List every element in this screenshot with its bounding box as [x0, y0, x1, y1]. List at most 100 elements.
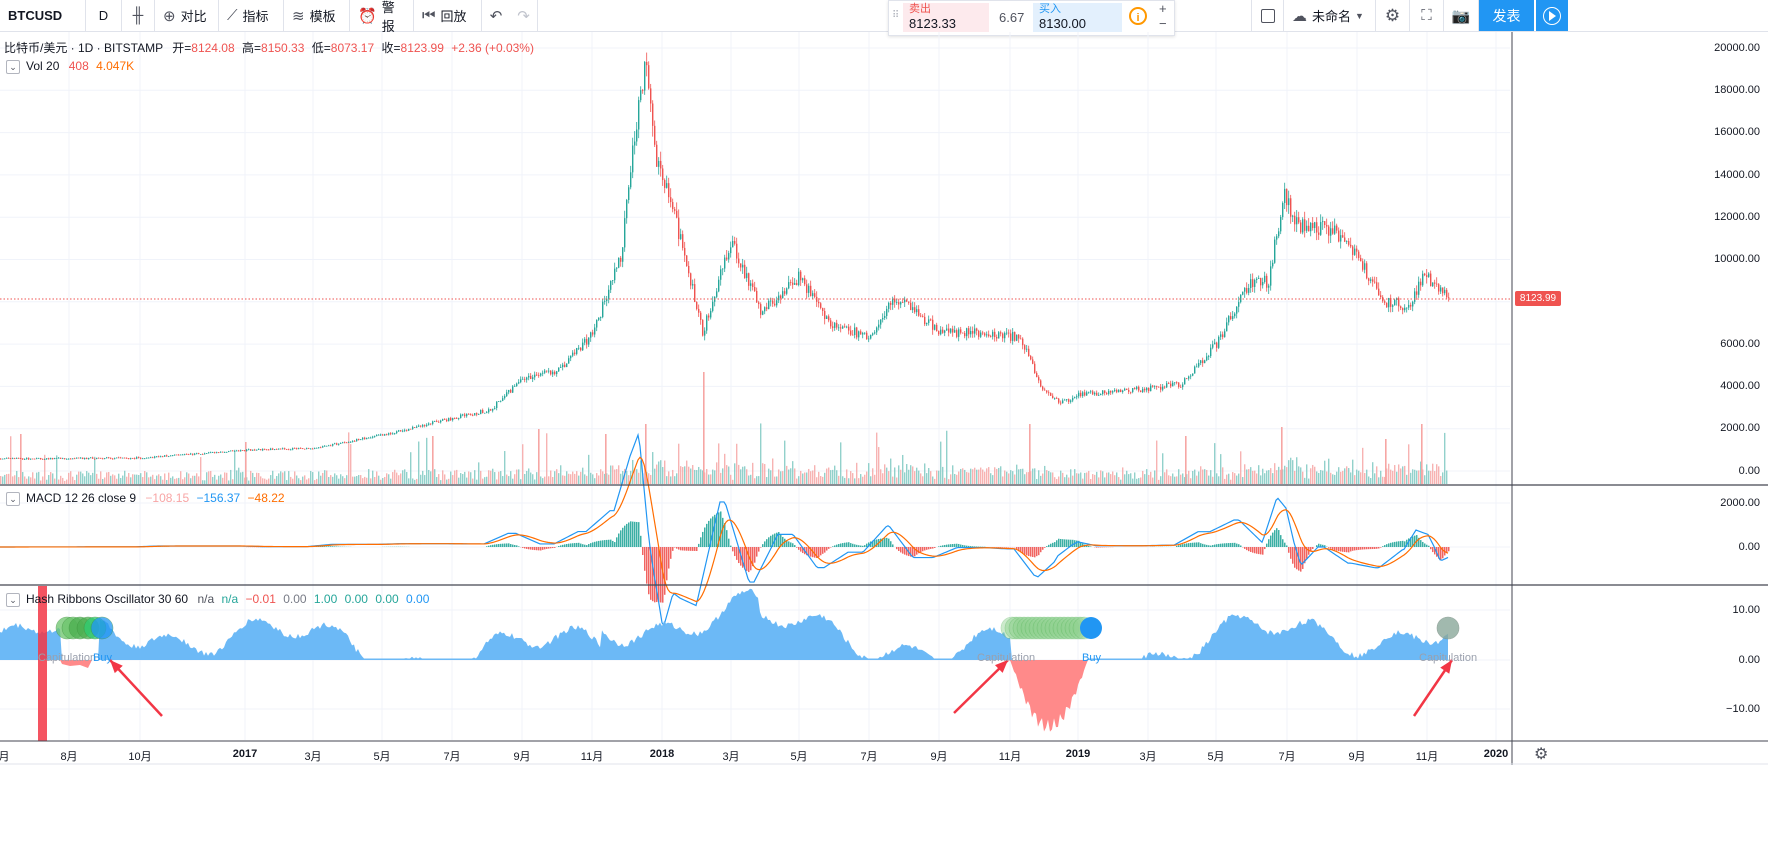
info-icon[interactable]: i: [1129, 7, 1147, 25]
macd-histogram-bar: [538, 547, 540, 551]
volume-bar: [374, 477, 376, 484]
candle-body: [432, 421, 434, 424]
publish-button[interactable]: 发表: [1479, 0, 1534, 31]
macd-name[interactable]: MACD 12 26 close 9: [26, 491, 137, 505]
buy-signal-marker: [90, 616, 114, 640]
volume-bar: [1120, 479, 1122, 484]
candle-body: [1020, 338, 1022, 340]
collapse-toggle-icon[interactable]: ⌄: [6, 59, 20, 74]
alerts-button[interactable]: ⏰ 警报: [350, 0, 414, 34]
compare-label: 对比: [180, 9, 207, 24]
volume-bar: [824, 472, 826, 484]
volume-name[interactable]: Vol 20: [26, 59, 60, 73]
macd-histogram-bar: [682, 547, 684, 551]
volume-bar: [956, 474, 958, 484]
volume-bar: [516, 469, 518, 484]
volume-bar: [1302, 471, 1304, 484]
volume-bar: [584, 474, 586, 484]
candle-body: [894, 298, 896, 303]
candle-body: [1208, 356, 1210, 357]
volume-bar: [1134, 472, 1136, 484]
layout-menu-button[interactable]: ☁ 未命名 ▼: [1284, 0, 1376, 31]
indicators-button[interactable]: ⟋ 指标: [219, 0, 284, 31]
compare-button[interactable]: ⊕ 对比: [155, 0, 219, 31]
candle-body: [462, 414, 464, 416]
hash-ribbons-name[interactable]: Hash Ribbons Oscillator 30 60: [26, 592, 189, 606]
redo-button[interactable]: ↷: [510, 0, 538, 31]
templates-button[interactable]: ≋ 模板: [284, 0, 350, 31]
settings-button[interactable]: ⚙: [1376, 0, 1410, 31]
volume-bar: [1422, 469, 1424, 484]
replay-button[interactable]: ⏮ 回放: [414, 0, 482, 31]
macd-histogram-bar: [832, 546, 834, 547]
collapse-toggle-icon[interactable]: ⌄: [6, 491, 20, 506]
collapse-toggle-icon[interactable]: ⌄: [6, 592, 20, 607]
volume-bar: [1378, 477, 1380, 484]
candle-body: [696, 302, 698, 309]
collapse-minus-button[interactable]: −: [1159, 16, 1167, 31]
fullscreen-button[interactable]: ⛶: [1410, 0, 1444, 31]
redo-icon: ↷: [517, 7, 530, 25]
sell-button[interactable]: 卖出 8123.33: [903, 3, 989, 32]
candle-body: [1142, 388, 1144, 392]
candle-body: [460, 414, 462, 418]
candle-body: [868, 338, 870, 340]
candle-body: [1198, 363, 1200, 367]
volume-bar: [296, 475, 298, 484]
candle-body: [604, 300, 606, 302]
macd-histogram-bar: [1376, 547, 1378, 549]
chart-style-button[interactable]: ╫: [122, 0, 155, 31]
volume-bar: [72, 476, 74, 484]
volume-bar: [1008, 473, 1010, 484]
macd-histogram-bar: [1222, 543, 1224, 547]
candle-body: [782, 291, 784, 299]
volume-bar: [1278, 466, 1280, 484]
candle-body: [12, 458, 14, 460]
expand-plus-button[interactable]: +: [1159, 1, 1167, 16]
volume-bar: [1264, 473, 1266, 484]
drag-handle-icon[interactable]: ⠿: [892, 10, 900, 21]
candle-body: [842, 326, 844, 329]
volume-bar: [452, 475, 454, 484]
candle-body: [1294, 215, 1296, 225]
candle-body: [358, 438, 360, 441]
buy-button[interactable]: 买入 8130.00: [1033, 3, 1122, 32]
macd-histogram-bar: [1374, 547, 1376, 549]
volume-bar: [1266, 470, 1268, 484]
macd-histogram-bar: [1442, 547, 1444, 559]
interval-button[interactable]: D: [86, 0, 122, 31]
gear-icon[interactable]: ⚙: [1534, 746, 1549, 763]
macd-histogram-bar: [904, 547, 906, 555]
volume-bar: [432, 436, 434, 484]
volume-bar: [68, 472, 70, 484]
macd-histogram-bar: [1076, 540, 1078, 547]
candle-body: [790, 282, 792, 283]
macd-histogram-bar: [514, 544, 516, 547]
snapshot-button[interactable]: 📷: [1444, 0, 1479, 31]
symbol-search-button[interactable]: BTCUSD: [0, 0, 86, 31]
volume-bar: [610, 465, 612, 484]
volume-bar: [132, 474, 134, 484]
volume-bar: [1114, 475, 1116, 484]
macd-histogram-bar: [1430, 547, 1432, 550]
play-button[interactable]: [1536, 0, 1568, 31]
macd-histogram-bar: [926, 547, 928, 550]
candle-body: [628, 187, 630, 200]
volume-bar: [416, 478, 418, 484]
macd-histogram-bar: [552, 547, 554, 549]
volume-bar: [1222, 467, 1224, 484]
macd-histogram-bar: [1062, 539, 1064, 547]
price-axis-label: 2000.00: [1720, 422, 1760, 434]
macd-histogram-bar: [1206, 544, 1208, 547]
candle-body: [376, 435, 378, 437]
hash-value-7: 0.00: [375, 592, 399, 606]
volume-bar: [1176, 476, 1178, 484]
macd-histogram-bar: [1354, 547, 1356, 551]
volume-bar: [1444, 432, 1446, 484]
volume-bar: [62, 477, 64, 484]
volume-bar: [846, 469, 848, 484]
undo-button[interactable]: ↶: [482, 0, 510, 31]
macd-histogram-bar: [640, 535, 642, 547]
fullscreen-select-button[interactable]: [1251, 0, 1284, 31]
